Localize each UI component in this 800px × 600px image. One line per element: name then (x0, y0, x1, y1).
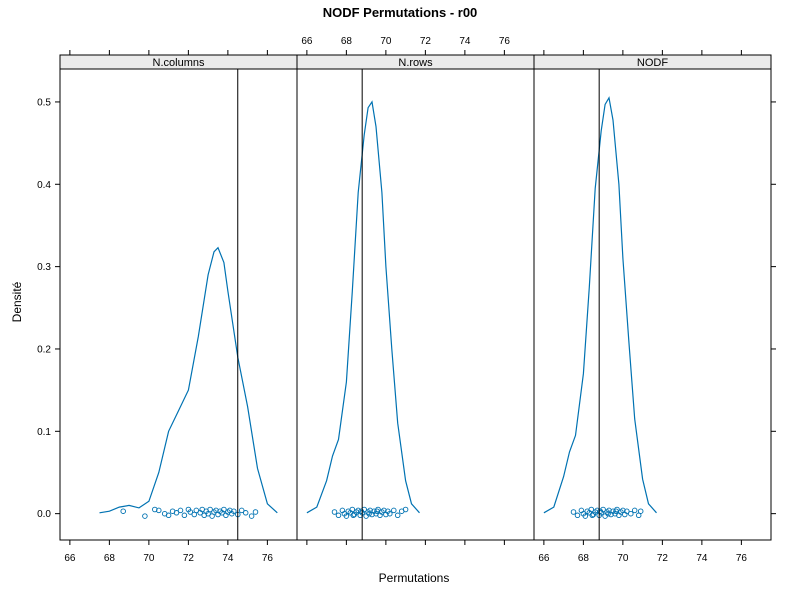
x-tick-label: 66 (64, 553, 76, 564)
data-point (355, 507, 361, 514)
x-tick-label: 76 (499, 36, 511, 47)
y-tick-label: 0.3 (37, 262, 51, 273)
data-point (193, 507, 200, 514)
data-point (613, 508, 619, 514)
data-point (394, 512, 401, 519)
data-point (349, 506, 356, 513)
data-point (600, 506, 606, 513)
data-point (231, 508, 237, 514)
panel-n-columns: N.columns 66 68 70 72 74 76 (59, 50, 298, 564)
data-point (187, 509, 194, 515)
x-tick-label: 76 (736, 553, 748, 564)
panel-n-rows: N.rows 66 68 70 72 74 76 (296, 36, 535, 545)
y-tick-label: 0.0 (37, 509, 51, 520)
panel-frame (533, 68, 772, 541)
x-tick-label: 68 (104, 553, 116, 564)
data-point (391, 507, 397, 514)
data-point (624, 508, 630, 514)
x-tick-label: 70 (617, 553, 629, 564)
data-point (588, 506, 595, 513)
x-tick-label: 72 (420, 36, 432, 47)
density-curve (306, 100, 420, 514)
x-tick-label: 74 (222, 553, 234, 564)
data-point (582, 513, 589, 519)
chart-title: NODF Permutations - r00 (323, 5, 478, 20)
data-point (589, 512, 596, 519)
data-point (207, 506, 213, 513)
data-point (366, 510, 372, 517)
data-point (142, 513, 148, 519)
data-point (574, 512, 581, 519)
data-point (358, 508, 364, 514)
data-point (597, 508, 603, 514)
panel-strip-label: NODF (637, 57, 668, 69)
x-tick-label: 72 (183, 553, 195, 564)
panel-nodf: NODF 66 68 70 72 74 76 (533, 50, 772, 564)
data-point (181, 512, 188, 519)
x-axis-label: Permutations (379, 571, 450, 585)
x-tick-label: 72 (657, 553, 669, 564)
data-point (387, 510, 393, 517)
x-tick-label: 70 (380, 36, 392, 47)
data-point (637, 508, 644, 514)
data-point (374, 508, 380, 514)
y-tick-label: 0.5 (37, 97, 51, 108)
density-curve (543, 96, 657, 514)
x-tick-label: 68 (341, 36, 353, 47)
x-tick-label: 74 (459, 36, 471, 47)
panel-frame (296, 68, 535, 541)
data-point (221, 506, 227, 513)
x-tick-label: 66 (538, 553, 550, 564)
data-point (631, 507, 638, 514)
data-point (248, 513, 255, 519)
data-point (120, 508, 126, 514)
data-point (242, 510, 249, 516)
x-tick-label: 76 (262, 553, 274, 564)
data-point (335, 512, 342, 519)
data-point (252, 509, 259, 515)
data-point (402, 506, 409, 513)
y-tick-label: 0.1 (37, 427, 51, 438)
y-tick-label: 0.4 (37, 180, 51, 191)
data-point (177, 507, 184, 514)
panel-strip-label: N.rows (398, 57, 433, 69)
data-point (350, 512, 357, 519)
data-point (156, 507, 162, 514)
density-curve (99, 246, 278, 514)
panel-strip-label: N.columns (153, 57, 205, 69)
data-point (165, 512, 172, 519)
x-tick-label: 68 (578, 553, 590, 564)
data-point (238, 507, 245, 514)
y-axis-label: Densité (10, 281, 24, 322)
data-point (205, 510, 211, 517)
panel-frame (59, 68, 298, 541)
data-point (331, 509, 338, 515)
data-point (173, 510, 180, 516)
data-point (343, 513, 350, 519)
x-tick-label: 66 (301, 36, 313, 47)
x-tick-label: 74 (696, 553, 708, 564)
data-point (570, 509, 577, 515)
x-tick-label: 70 (143, 553, 155, 564)
data-point (628, 510, 634, 517)
data-point (152, 506, 158, 513)
y-tick-label: 0.2 (37, 344, 51, 355)
data-point (605, 510, 611, 517)
